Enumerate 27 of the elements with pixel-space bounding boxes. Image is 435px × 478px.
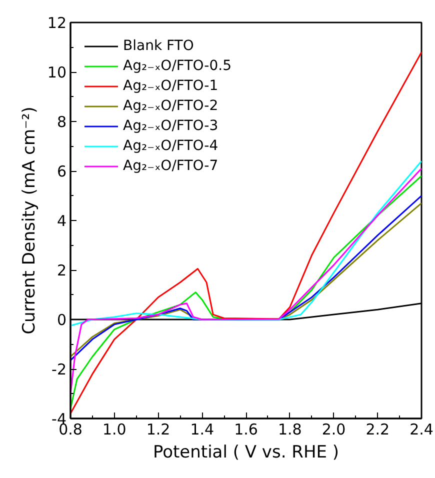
x-tick-label: 2.2 bbox=[366, 420, 390, 438]
legend-label: Ag₂₋ₓO/FTO-1 bbox=[123, 77, 218, 95]
legend-label: Ag₂₋ₓO/FTO-7 bbox=[123, 157, 218, 175]
y-tick-label: 12 bbox=[47, 14, 67, 32]
x-axis-title: Potential ( V vs. RHE ) bbox=[152, 442, 340, 462]
x-tick-label: 1.8 bbox=[278, 420, 302, 438]
y-tick-label: 4 bbox=[56, 212, 67, 230]
y-tick-label: 2 bbox=[56, 262, 67, 280]
y-tick-label: 10 bbox=[47, 64, 67, 82]
x-tick-label: 1.2 bbox=[146, 420, 170, 438]
y-tick-label: 6 bbox=[56, 162, 67, 180]
legend-label: Ag₂₋ₓO/FTO-3 bbox=[123, 117, 218, 135]
legend-label: Blank FTO bbox=[123, 37, 194, 55]
y-axis-title: Current Density (mA cm⁻²) bbox=[19, 106, 40, 334]
x-tick-label: 1.6 bbox=[234, 420, 258, 438]
y-tick-label: 0 bbox=[56, 311, 67, 329]
x-tick-label: 1.4 bbox=[190, 420, 214, 438]
legend-label: Ag₂₋ₓO/FTO-0.5 bbox=[123, 57, 232, 75]
line-series bbox=[70, 160, 422, 326]
x-tick-label: 1.0 bbox=[102, 420, 126, 438]
x-tick-label: 2.0 bbox=[322, 420, 346, 438]
y-tick-label: 8 bbox=[56, 113, 67, 131]
line-series bbox=[70, 51, 422, 414]
legend-label: Ag₂₋ₓO/FTO-2 bbox=[123, 97, 218, 115]
x-tick-label: 2.4 bbox=[410, 420, 434, 438]
y-tick-label: -2 bbox=[52, 360, 67, 378]
legend-label: Ag₂₋ₓO/FTO-4 bbox=[123, 137, 218, 155]
